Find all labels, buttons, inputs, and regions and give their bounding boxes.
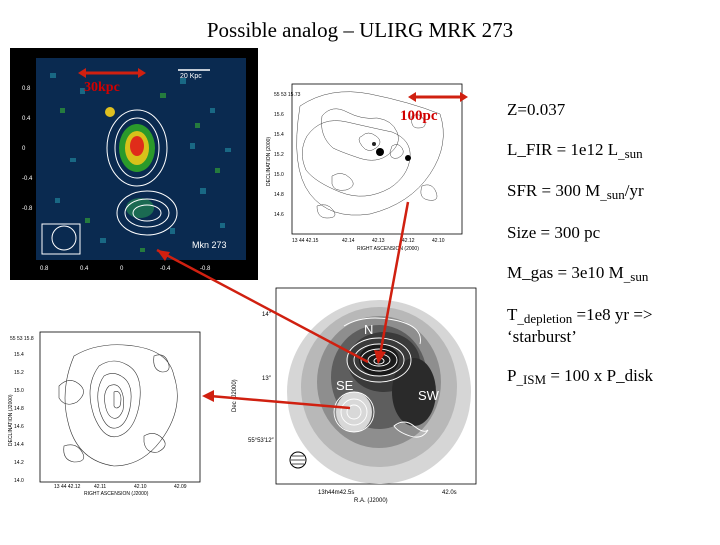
- svg-text:42.12: 42.12: [402, 238, 415, 244]
- kpc-scale-label: 30kpc: [84, 80, 120, 95]
- svg-text:42.13: 42.13: [372, 238, 385, 244]
- svg-text:-0.4: -0.4: [160, 266, 171, 272]
- svg-text:42.10: 42.10: [134, 484, 147, 490]
- svg-text:DECLINATION (J2000): DECLINATION (J2000): [8, 394, 14, 446]
- knot-n-label: N: [364, 322, 373, 337]
- svg-text:13 44 42.12: 13 44 42.12: [54, 484, 81, 490]
- svg-text:13 44 42.15: 13 44 42.15: [292, 238, 319, 244]
- svg-text:-0.4: -0.4: [22, 176, 33, 182]
- svg-text:15.4: 15.4: [274, 132, 284, 138]
- contour-panel-se: 55 53 15.8 15.4 15.2 15.0 14.8 14.6 14.4 14.2…: [4, 326, 204, 497]
- svg-text:Dec (J2000): Dec (J2000): [232, 379, 238, 412]
- property-tdepletion: T_depletion =1e8 yr => ‘starburst’: [507, 304, 653, 346]
- svg-text:14.2: 14.2: [14, 460, 24, 466]
- kpc-scale-bar: [78, 66, 148, 85]
- property-sfr: SFR = 300 M_sun/yr: [507, 181, 644, 203]
- panel1-object-label: Mkn 273: [192, 240, 227, 250]
- svg-text:0: 0: [120, 266, 124, 272]
- svg-text:-0.8: -0.8: [200, 266, 211, 272]
- svg-text:RIGHT ASCENSION (2000): RIGHT ASCENSION (2000): [357, 246, 419, 252]
- property-lfir: L_FIR = 1e12 L_sun: [507, 139, 643, 161]
- svg-text:42.10: 42.10: [432, 238, 445, 244]
- svg-text:DECLINATION (2000): DECLINATION (2000): [266, 137, 272, 186]
- svg-text:15.0: 15.0: [14, 388, 24, 394]
- svg-text:0.8: 0.8: [22, 86, 31, 92]
- svg-text:0: 0: [22, 146, 26, 152]
- svg-text:14.8: 14.8: [274, 192, 284, 198]
- svg-text:42.09: 42.09: [174, 484, 187, 490]
- svg-text:RIGHT ASCENSION (J2000): RIGHT ASCENSION (J2000): [84, 491, 149, 496]
- svg-text:13h44m42.5s: 13h44m42.5s: [318, 490, 354, 496]
- svg-text:14.0: 14.0: [14, 478, 24, 484]
- svg-text:R.A. (J2000): R.A. (J2000): [354, 498, 388, 504]
- pc-scale-label: 100pc: [400, 108, 438, 124]
- svg-text:15.0: 15.0: [274, 172, 284, 178]
- svg-text:42.0s: 42.0s: [442, 490, 457, 496]
- svg-text:0.8: 0.8: [40, 266, 49, 272]
- svg-text:15.6: 15.6: [274, 112, 284, 118]
- svg-text:13″: 13″: [262, 376, 272, 382]
- svg-text:55°53′12″: 55°53′12″: [248, 438, 275, 444]
- svg-text:14.6: 14.6: [14, 424, 24, 430]
- panel1-scale-label: 20 Kpc: [180, 73, 202, 80]
- property-mgas: M_gas = 3e10 M_sun: [507, 262, 649, 284]
- svg-text:55 53 15.73: 55 53 15.73: [274, 92, 301, 98]
- svg-text:42.11: 42.11: [94, 484, 106, 490]
- knot-se-label: SE: [336, 378, 354, 393]
- pc-scale-bar: [408, 90, 470, 109]
- property-size: Size = 300 pc: [507, 223, 601, 243]
- svg-text:14.6: 14.6: [274, 212, 284, 218]
- svg-text:14.8: 14.8: [14, 406, 24, 412]
- image-panel-kpc: 0.8 0.4 0 -0.4 -0.8 0.8 0.4 0 -0.4 -0.8 20 Kpc…: [10, 48, 258, 280]
- svg-text:14.4: 14.4: [14, 442, 24, 448]
- property-pism: P_ISM = 100 x P_disk: [507, 366, 653, 388]
- svg-text:0.4: 0.4: [22, 116, 31, 122]
- svg-text:42.14: 42.14: [342, 238, 355, 244]
- knot-sw-label: SW: [418, 388, 440, 403]
- properties-list: Z=0.037 L_FIR = 1e12 L_sun SFR = 300 M_s…: [507, 100, 712, 408]
- svg-text:15.2: 15.2: [14, 370, 24, 376]
- svg-text:14″: 14″: [262, 312, 272, 318]
- svg-text:-0.8: -0.8: [22, 206, 33, 212]
- greyscale-panel: N SE SW 14″ 13″ 55°53′12″ 13h44m42.5s 42.0s…: [214, 282, 484, 504]
- property-redshift: Z=0.037: [507, 100, 566, 119]
- svg-text:0.4: 0.4: [80, 266, 89, 272]
- svg-text:15.2: 15.2: [274, 152, 284, 158]
- svg-text:55 53 15.8: 55 53 15.8: [10, 336, 34, 342]
- slide-title: Possible analog – ULIRG MRK 273: [206, 18, 514, 42]
- svg-text:15.4: 15.4: [14, 352, 24, 358]
